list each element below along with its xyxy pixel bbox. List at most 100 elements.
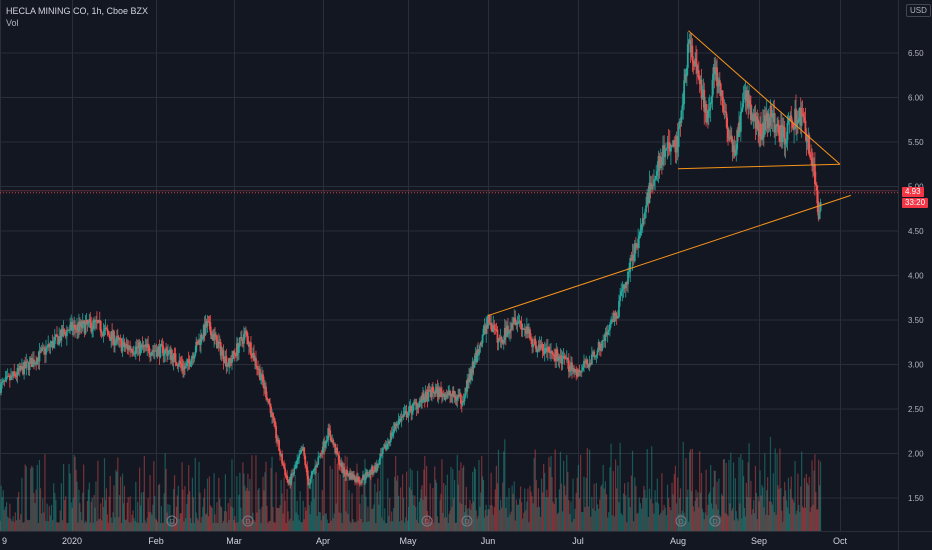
candle-body	[289, 479, 292, 485]
volume-bar	[579, 454, 582, 531]
candle-body	[282, 463, 284, 465]
candle-body	[340, 462, 343, 466]
volume-bar	[715, 504, 717, 531]
volume-bar	[628, 497, 630, 531]
candle-body	[490, 323, 493, 330]
volume-bar	[550, 455, 552, 531]
volume-bar	[102, 507, 105, 531]
volume-bar	[407, 506, 410, 531]
candle-body	[303, 447, 306, 456]
candle-body	[436, 387, 439, 397]
volume-bar	[107, 522, 109, 531]
volume-bar	[617, 465, 619, 531]
volume-bar	[635, 485, 637, 531]
candle-body	[686, 43, 689, 68]
volume-bar	[203, 497, 205, 531]
candle-body	[166, 349, 168, 356]
volume-bar	[566, 454, 568, 531]
candle-body	[776, 123, 778, 127]
candle-body	[84, 323, 87, 334]
volume-bar	[506, 496, 508, 531]
candle-body	[486, 325, 488, 329]
candle-body	[784, 143, 787, 145]
candle-body	[552, 353, 554, 355]
volume-bar	[128, 522, 130, 531]
volume-bar	[56, 522, 58, 531]
volume-bar	[365, 496, 367, 531]
trendline	[487, 194, 851, 317]
candle-body	[752, 114, 755, 121]
candle-body	[174, 353, 177, 363]
candle-body	[441, 393, 444, 397]
candle-body	[250, 342, 252, 356]
candle-body	[646, 192, 649, 206]
volume-bar	[229, 498, 231, 531]
volume-bar	[158, 483, 161, 531]
volume-bar	[681, 510, 683, 531]
candle-body	[695, 58, 697, 64]
candle-body	[457, 394, 460, 398]
symbol-title[interactable]: HECLA MINING CO, 1h, Cboe BZX	[6, 6, 149, 16]
y-tick-label: 6.50	[908, 49, 924, 58]
candle-body	[588, 362, 591, 368]
candle-body	[139, 345, 142, 354]
volume-bar	[767, 477, 769, 531]
currency-label[interactable]: USD	[906, 4, 931, 17]
candle-body	[341, 462, 344, 473]
volume-bar	[708, 494, 710, 531]
volume-bar	[742, 459, 744, 531]
candle-body	[432, 391, 435, 394]
candle-body	[407, 412, 410, 417]
volume-bar	[245, 490, 247, 531]
candle-body	[709, 102, 712, 108]
volume-bar	[575, 492, 577, 531]
candle-body	[368, 474, 370, 476]
candle-body	[377, 464, 380, 466]
volume-bar	[453, 480, 456, 531]
volume-bar	[551, 477, 553, 531]
candle-body	[402, 413, 405, 417]
candle-body	[151, 352, 153, 356]
volume-bar	[109, 475, 111, 531]
candle-body	[451, 390, 454, 397]
volume-bar	[259, 509, 261, 531]
volume-bar	[213, 473, 215, 531]
volume-bar	[340, 512, 342, 531]
volume-bar	[408, 487, 411, 531]
candle-body	[191, 356, 194, 359]
candle-body	[266, 397, 268, 400]
volume-bar	[218, 477, 220, 531]
candle-body	[797, 118, 800, 123]
candle-body	[702, 89, 705, 97]
candle-body	[130, 348, 132, 350]
volume-bar	[57, 522, 59, 531]
volume-bar	[704, 512, 706, 531]
volume-bar	[502, 482, 504, 531]
candle-body	[301, 450, 304, 452]
volume-bar	[356, 463, 358, 531]
volume-bar	[295, 512, 297, 531]
candle-body	[151, 350, 154, 353]
candle-body	[475, 352, 478, 363]
volume-bar	[161, 522, 163, 531]
volume-bar	[326, 519, 328, 531]
candle-body	[724, 111, 727, 113]
candle-body	[721, 90, 724, 106]
candle-body	[50, 341, 53, 345]
trendline	[688, 30, 841, 165]
volume-bar	[388, 515, 390, 531]
candle-body	[683, 80, 686, 104]
volume-bar	[473, 466, 476, 531]
candle-body	[421, 396, 423, 403]
candle-body	[200, 334, 202, 345]
candle-body	[666, 142, 669, 149]
volume-bar	[174, 523, 177, 531]
candle-body	[168, 351, 170, 353]
candle-body	[707, 110, 710, 119]
volume-bar	[431, 522, 433, 531]
candle-body	[352, 474, 354, 479]
volume-bar	[470, 509, 472, 531]
candle-body	[768, 118, 771, 126]
volume-bar	[417, 522, 420, 531]
